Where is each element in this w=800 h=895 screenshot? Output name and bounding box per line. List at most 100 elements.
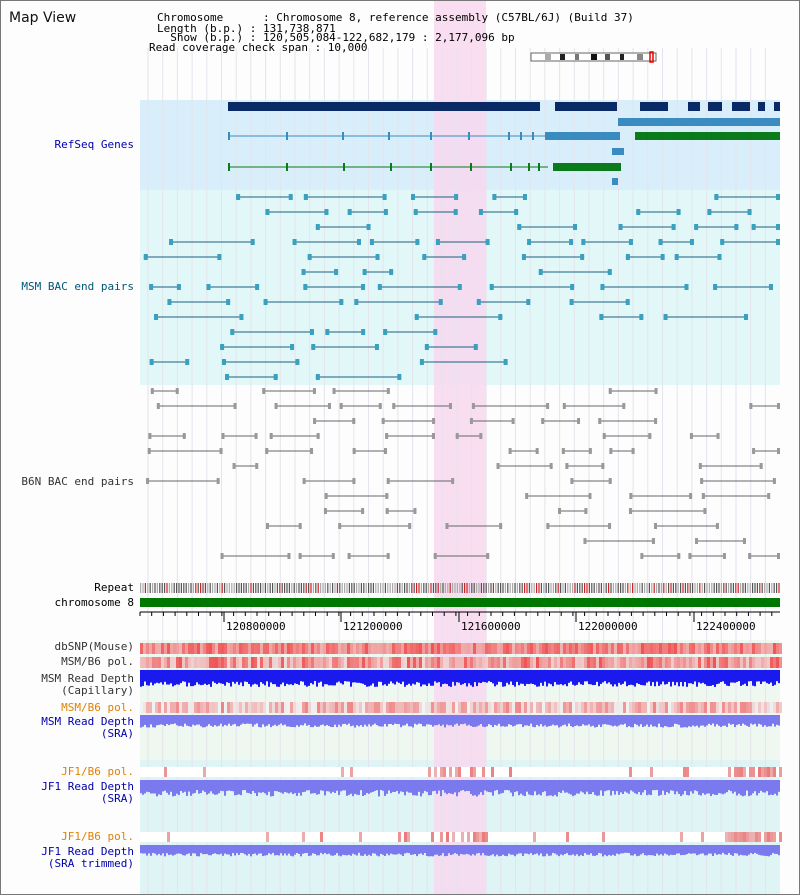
depth-bar: [142, 780, 144, 795]
depth-bar: [166, 780, 168, 793]
depth-bar: [172, 670, 174, 687]
depth-bar: [752, 715, 754, 725]
heat-cell: [779, 643, 782, 654]
depth-bar: [546, 670, 548, 687]
jf1-b6-pol2-track-label[interactable]: JF1/B6 pol.: [61, 830, 134, 843]
depth-bar: [616, 845, 618, 854]
repeat-mark: [305, 583, 307, 593]
depth-bar: [738, 715, 740, 725]
jf1-depth-sra-label[interactable]: JF1 Read Depth: [41, 780, 134, 793]
msm-bac-track-label[interactable]: MSM BAC end pairs: [21, 280, 134, 293]
repeat-mark: [408, 583, 410, 593]
heat-cell: [278, 643, 281, 654]
msm-b6-pol2-track-label[interactable]: MSM/B6 pol.: [61, 701, 134, 714]
depth-bar: [316, 670, 318, 687]
depth-bar: [510, 780, 512, 793]
heat-cell: [506, 643, 509, 654]
depth-bar: [202, 845, 204, 855]
depth-bar: [350, 780, 352, 794]
b6n-bac-end: [601, 463, 605, 469]
repeat-mark: [761, 583, 763, 593]
ideogram-band: [575, 54, 579, 60]
heat-cell: [629, 702, 632, 713]
depth-bar: [668, 670, 670, 682]
depth-bar: [378, 715, 380, 727]
depth-bar: [272, 845, 274, 853]
heat-cell: [440, 767, 443, 777]
heat-cell: [467, 832, 470, 842]
msm-depth-sra-label[interactable]: MSM Read Depth: [41, 715, 134, 728]
depth-bar: [250, 670, 252, 687]
heat-cell: [515, 657, 518, 668]
depth-bar: [568, 715, 570, 724]
heat-cell: [683, 702, 686, 713]
heat-cell: [764, 767, 767, 777]
heat-cell: [230, 702, 233, 713]
depth-bar: [232, 715, 234, 725]
depth-bar: [524, 845, 526, 854]
depth-bar: [298, 670, 300, 685]
heat-cell: [761, 702, 764, 713]
dbsnp-track-label[interactable]: dbSNP(Mouse): [54, 640, 134, 653]
heat-cell: [413, 702, 416, 713]
b6n-bac-end: [339, 403, 343, 409]
heat-cell: [305, 657, 308, 668]
msm-bac-end: [607, 269, 612, 275]
depth-bar: [290, 715, 292, 727]
depth-bar: [252, 780, 254, 791]
depth-bar: [472, 715, 474, 727]
repeat-mark: [632, 583, 634, 593]
jf1-depth-trim-label[interactable]: JF1 Read Depth: [41, 845, 134, 858]
depth-bar: [432, 780, 434, 792]
heat-cell: [200, 702, 203, 713]
msm-depth-capillary-label[interactable]: MSM Read Depth: [41, 672, 134, 685]
depth-bar: [666, 845, 668, 855]
b6n-bac-end: [749, 403, 753, 409]
gene-block: [545, 132, 620, 140]
depth-bar: [316, 715, 318, 727]
b6n-bac-end: [392, 403, 396, 409]
depth-bar: [264, 780, 266, 794]
depth-bar: [440, 780, 442, 797]
heat-cell: [518, 643, 521, 654]
depth-bar: [260, 715, 262, 728]
depth-bar: [370, 670, 372, 686]
depth-bar: [384, 715, 386, 724]
depth-bar: [486, 780, 488, 792]
depth-bar: [278, 670, 280, 687]
refseq-track-label[interactable]: RefSeq Genes: [54, 138, 134, 151]
msm-bac-end: [389, 269, 394, 275]
depth-bar: [504, 670, 506, 687]
depth-bar: [294, 845, 296, 855]
depth-bar: [662, 780, 664, 791]
depth-bar: [666, 670, 668, 685]
heat-cell: [533, 657, 536, 668]
depth-bar: [460, 670, 462, 685]
heat-cell: [227, 643, 230, 654]
depth-bar: [688, 715, 690, 727]
heat-cell: [308, 702, 311, 713]
heat-cell: [512, 657, 515, 668]
msm-bac-end: [671, 224, 676, 230]
msm-b6-pol-track-label[interactable]: MSM/B6 pol.: [61, 655, 134, 668]
heat-cell: [404, 643, 407, 654]
heat-cell: [482, 767, 485, 777]
heat-cell: [497, 643, 500, 654]
b6n-bac-track-label[interactable]: B6N BAC end pairs: [21, 475, 134, 488]
heat-cell: [479, 643, 482, 654]
heat-cell: [575, 702, 578, 713]
jf1-b6-pol-track-label[interactable]: JF1/B6 pol.: [61, 765, 134, 778]
depth-bar: [264, 670, 266, 686]
heat-cell: [749, 657, 752, 668]
depth-bar: [530, 715, 532, 724]
depth-bar: [212, 845, 214, 854]
depth-bar: [504, 715, 506, 727]
depth-bar: [406, 780, 408, 792]
depth-bar: [594, 715, 596, 728]
depth-bar: [624, 780, 626, 792]
depth-bar: [592, 670, 594, 686]
heat-cell: [164, 643, 167, 654]
depth-bar: [568, 670, 570, 683]
heat-cell: [239, 657, 242, 668]
heat-cell: [494, 657, 497, 668]
